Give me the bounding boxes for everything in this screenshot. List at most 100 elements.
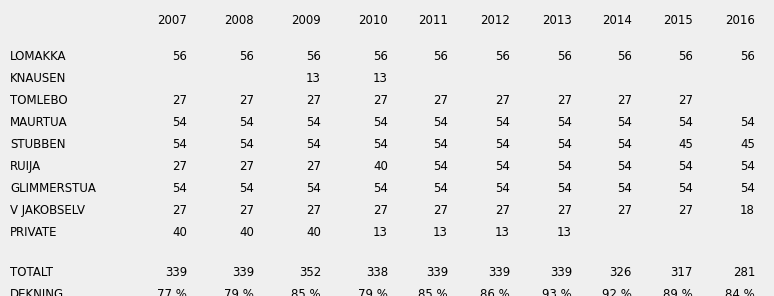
Text: 54: 54 bbox=[433, 160, 448, 173]
Text: 27: 27 bbox=[557, 94, 572, 107]
Text: 27: 27 bbox=[678, 204, 693, 217]
Text: MAURTUA: MAURTUA bbox=[10, 116, 67, 129]
Text: 56: 56 bbox=[307, 50, 321, 63]
Text: 13: 13 bbox=[307, 72, 321, 85]
Text: 54: 54 bbox=[172, 138, 187, 151]
Text: 54: 54 bbox=[557, 138, 572, 151]
Text: 54: 54 bbox=[239, 116, 254, 129]
Text: 54: 54 bbox=[495, 160, 510, 173]
Text: 27: 27 bbox=[172, 204, 187, 217]
Text: 27: 27 bbox=[617, 204, 632, 217]
Text: 2007: 2007 bbox=[157, 14, 187, 27]
Text: 27: 27 bbox=[433, 94, 448, 107]
Text: TOMLEBO: TOMLEBO bbox=[10, 94, 67, 107]
Text: 2015: 2015 bbox=[663, 14, 693, 27]
Text: 339: 339 bbox=[488, 266, 510, 279]
Text: 13: 13 bbox=[495, 226, 510, 239]
Text: 27: 27 bbox=[239, 204, 254, 217]
Text: 56: 56 bbox=[740, 50, 755, 63]
Text: 79 %: 79 % bbox=[224, 288, 254, 296]
Text: 54: 54 bbox=[678, 160, 693, 173]
Text: 13: 13 bbox=[433, 226, 448, 239]
Text: 326: 326 bbox=[610, 266, 632, 279]
Text: 27: 27 bbox=[557, 204, 572, 217]
Text: 27: 27 bbox=[373, 204, 388, 217]
Text: 13: 13 bbox=[373, 226, 388, 239]
Text: 54: 54 bbox=[617, 138, 632, 151]
Text: 27: 27 bbox=[239, 94, 254, 107]
Text: 77 %: 77 % bbox=[157, 288, 187, 296]
Text: 27: 27 bbox=[373, 94, 388, 107]
Text: 54: 54 bbox=[307, 182, 321, 195]
Text: 40: 40 bbox=[172, 226, 187, 239]
Text: 56: 56 bbox=[172, 50, 187, 63]
Text: 54: 54 bbox=[307, 138, 321, 151]
Text: 45: 45 bbox=[740, 138, 755, 151]
Text: 2009: 2009 bbox=[291, 14, 321, 27]
Text: 339: 339 bbox=[550, 266, 572, 279]
Text: 54: 54 bbox=[740, 116, 755, 129]
Text: 86 %: 86 % bbox=[480, 288, 510, 296]
Text: 27: 27 bbox=[172, 94, 187, 107]
Text: 56: 56 bbox=[678, 50, 693, 63]
Text: 54: 54 bbox=[373, 138, 388, 151]
Text: 54: 54 bbox=[172, 182, 187, 195]
Text: 13: 13 bbox=[557, 226, 572, 239]
Text: 54: 54 bbox=[433, 182, 448, 195]
Text: 89 %: 89 % bbox=[663, 288, 693, 296]
Text: 18: 18 bbox=[740, 204, 755, 217]
Text: 54: 54 bbox=[678, 182, 693, 195]
Text: 54: 54 bbox=[557, 182, 572, 195]
Text: 92 %: 92 % bbox=[602, 288, 632, 296]
Text: 54: 54 bbox=[740, 182, 755, 195]
Text: 54: 54 bbox=[678, 116, 693, 129]
Text: GLIMMERSTUA: GLIMMERSTUA bbox=[10, 182, 96, 195]
Text: 27: 27 bbox=[306, 204, 321, 217]
Text: 54: 54 bbox=[172, 116, 187, 129]
Text: 40: 40 bbox=[239, 226, 254, 239]
Text: 84 %: 84 % bbox=[725, 288, 755, 296]
Text: KNAUSEN: KNAUSEN bbox=[10, 72, 67, 85]
Text: 339: 339 bbox=[426, 266, 448, 279]
Text: 339: 339 bbox=[231, 266, 254, 279]
Text: 54: 54 bbox=[557, 160, 572, 173]
Text: 27: 27 bbox=[433, 204, 448, 217]
Text: 40: 40 bbox=[373, 160, 388, 173]
Text: 54: 54 bbox=[307, 116, 321, 129]
Text: 27: 27 bbox=[306, 160, 321, 173]
Text: V JAKOBSELV: V JAKOBSELV bbox=[10, 204, 85, 217]
Text: 54: 54 bbox=[239, 138, 254, 151]
Text: 54: 54 bbox=[617, 160, 632, 173]
Text: 56: 56 bbox=[617, 50, 632, 63]
Text: STUBBEN: STUBBEN bbox=[10, 138, 66, 151]
Text: 54: 54 bbox=[433, 116, 448, 129]
Text: 93 %: 93 % bbox=[543, 288, 572, 296]
Text: 27: 27 bbox=[678, 94, 693, 107]
Text: 56: 56 bbox=[557, 50, 572, 63]
Text: RUIJA: RUIJA bbox=[10, 160, 41, 173]
Text: 27: 27 bbox=[239, 160, 254, 173]
Text: 54: 54 bbox=[617, 182, 632, 195]
Text: 281: 281 bbox=[733, 266, 755, 279]
Text: 27: 27 bbox=[617, 94, 632, 107]
Text: 2010: 2010 bbox=[358, 14, 388, 27]
Text: 27: 27 bbox=[306, 94, 321, 107]
Text: 54: 54 bbox=[617, 116, 632, 129]
Text: 352: 352 bbox=[299, 266, 321, 279]
Text: 54: 54 bbox=[495, 182, 510, 195]
Text: 27: 27 bbox=[172, 160, 187, 173]
Text: LOMAKKA: LOMAKKA bbox=[10, 50, 67, 63]
Text: 54: 54 bbox=[373, 116, 388, 129]
Text: 338: 338 bbox=[366, 266, 388, 279]
Text: 2008: 2008 bbox=[224, 14, 254, 27]
Text: 54: 54 bbox=[557, 116, 572, 129]
Text: DEKNING: DEKNING bbox=[10, 288, 64, 296]
Text: 27: 27 bbox=[495, 94, 510, 107]
Text: 54: 54 bbox=[373, 182, 388, 195]
Text: 317: 317 bbox=[670, 266, 693, 279]
Text: 339: 339 bbox=[165, 266, 187, 279]
Text: 2011: 2011 bbox=[418, 14, 448, 27]
Text: PRIVATE: PRIVATE bbox=[10, 226, 57, 239]
Text: 56: 56 bbox=[495, 50, 510, 63]
Text: 54: 54 bbox=[740, 160, 755, 173]
